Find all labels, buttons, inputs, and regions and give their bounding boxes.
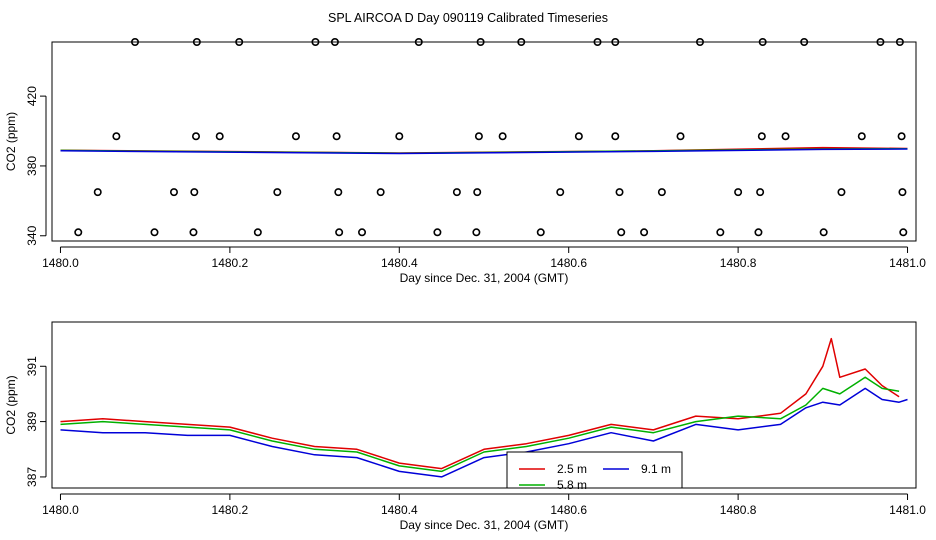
calibration-point (189, 228, 198, 237)
calibration-point (476, 37, 485, 46)
x-tick-label: 1480.6 (550, 503, 587, 517)
series-line-9-1-m (60, 148, 908, 155)
calibration-point (192, 132, 201, 141)
calibration-points (74, 37, 908, 237)
calibration-point (335, 228, 344, 237)
calibration-point (498, 132, 507, 141)
calibration-point (112, 132, 121, 141)
legend-label: 9.1 m (641, 462, 671, 476)
y-tick-label: 391 (25, 356, 39, 376)
calibration-point (334, 188, 343, 197)
calibration-point (695, 37, 704, 46)
calibration-point (615, 188, 624, 197)
calibration-point (819, 228, 828, 237)
calibration-point (756, 188, 765, 197)
calibration-point (734, 188, 743, 197)
calibration-point (657, 188, 666, 197)
x-axis-label: Day since Dec. 31, 2004 (GMT) (400, 271, 569, 285)
calibration-point (253, 228, 262, 237)
calibration-point (311, 37, 320, 46)
calibration-point (433, 228, 442, 237)
y-axis-label: CO2 (ppm) (4, 375, 18, 434)
calibration-point (215, 132, 224, 141)
y-tick-label: 420 (25, 86, 39, 106)
calibration-point (758, 37, 767, 46)
figure-title: SPL AIRCOA D Day 090119 Calibrated Times… (328, 11, 608, 25)
calibration-point (757, 132, 766, 141)
x-tick-label: 1480.2 (212, 256, 249, 270)
calibration-point (876, 37, 885, 46)
y-axis-label: CO2 (ppm) (4, 112, 18, 171)
chart-panel-1: 1480.0 1480.2 1480.4 1480.6 1480.8 1481.0 Day … (4, 37, 926, 285)
x-axis-label: Day since Dec. 31, 2004 (GMT) (400, 518, 569, 532)
x-tick-label: 1480.2 (212, 503, 249, 517)
calibration-point (376, 188, 385, 197)
legend-label: 2.5 m (557, 462, 587, 476)
calibration-point (235, 37, 244, 46)
calibration-point (574, 132, 583, 141)
calibration-point (617, 228, 626, 237)
x-tick-label: 1480.0 (42, 256, 79, 270)
legend-label: 5.8 m (557, 478, 587, 492)
chart-panel-2: 1480.0 1480.2 1480.4 1480.6 1480.8 1481.0 Day … (4, 321, 926, 532)
calibration-point (332, 132, 341, 141)
calibration-point (473, 188, 482, 197)
calibration-point (857, 132, 866, 141)
calibration-point (395, 132, 404, 141)
calibration-point (273, 188, 282, 197)
y-tick-label: 389 (25, 411, 39, 431)
calibration-point (640, 228, 649, 237)
calibration-point (93, 188, 102, 197)
calibration-point (190, 188, 199, 197)
series-line-9-1-m (60, 387, 908, 478)
calibration-point (556, 188, 565, 197)
calibration-point (150, 228, 159, 237)
calibration-point (800, 37, 809, 46)
calibration-point (897, 132, 906, 141)
calibration-point (291, 132, 300, 141)
x-tick-label: 1481.0 (889, 503, 926, 517)
calibration-point (169, 188, 178, 197)
calibration-point (358, 228, 367, 237)
y-tick-label: 387 (25, 467, 39, 487)
calibration-point (611, 132, 620, 141)
y-tick-label: 340 (25, 225, 39, 245)
calibration-point (837, 188, 846, 197)
calibration-point (536, 228, 545, 237)
calibration-point (898, 188, 907, 197)
x-tick-label: 1481.0 (889, 256, 926, 270)
calibration-point (781, 132, 790, 141)
plot-frame (51, 41, 917, 242)
calibration-point (676, 132, 685, 141)
calibration-point (754, 228, 763, 237)
x-tick-label: 1480.4 (381, 503, 418, 517)
calibration-point (472, 228, 481, 237)
calibration-point (611, 37, 620, 46)
legend: 2.5 m 9.1 m 5.8 m (506, 451, 683, 492)
series-line-2-5-m (60, 337, 900, 470)
x-tick-label: 1480.4 (381, 256, 418, 270)
calibration-point (414, 37, 423, 46)
calibration-point (131, 37, 140, 46)
x-tick-label: 1480.6 (550, 256, 587, 270)
calibration-point (452, 188, 461, 197)
calibration-point (330, 37, 339, 46)
x-tick-label: 1480.8 (720, 503, 757, 517)
y-tick-label: 380 (25, 156, 39, 176)
calibration-point (74, 228, 83, 237)
calibration-point (474, 132, 483, 141)
calibration-point (895, 37, 904, 46)
x-tick-label: 1480.8 (720, 256, 757, 270)
x-tick-label: 1480.0 (42, 503, 79, 517)
legend-box (506, 451, 683, 489)
calibration-point (192, 37, 201, 46)
calibration-point (716, 228, 725, 237)
calibration-point (899, 228, 908, 237)
series-line-5-8-m (60, 376, 900, 473)
calibration-point (593, 37, 602, 46)
calibration-point (517, 37, 526, 46)
plot-frame (51, 321, 917, 489)
